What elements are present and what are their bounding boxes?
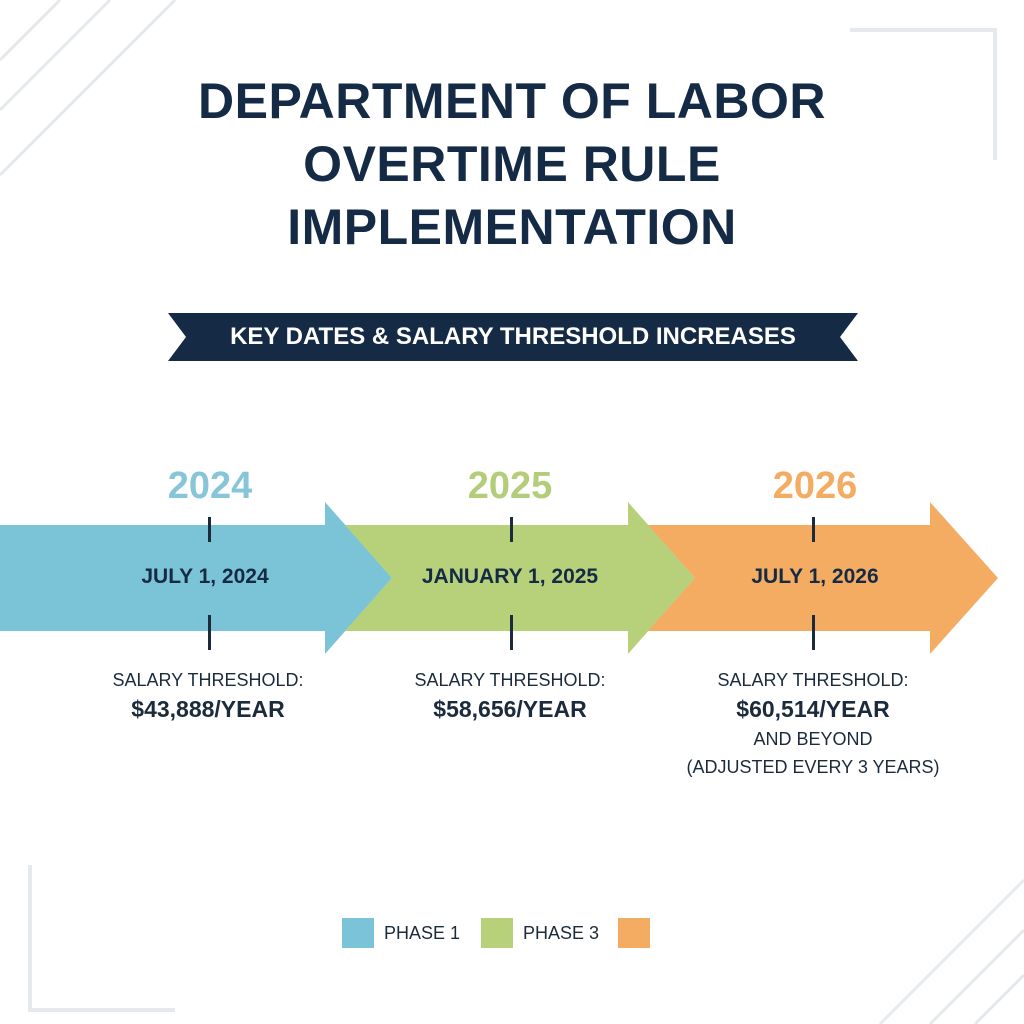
date-label-2024: JULY 1, 2024	[141, 565, 269, 588]
phase-3-arrow	[648, 502, 998, 654]
phase-2-arrow	[345, 502, 695, 654]
title-line-1: DEPARTMENT OF LABOR	[198, 73, 826, 129]
threshold-note-line-2: (ADJUSTED EVERY 3 YEARS)	[686, 757, 940, 777]
legend-swatch-phase-3	[481, 918, 513, 948]
title-line-3: IMPLEMENTATION	[287, 199, 737, 255]
date-label-2025: JANUARY 1, 2025	[421, 565, 599, 588]
timeline-tick-bottom-2024	[208, 615, 211, 650]
title-line-2: OVERTIME RULE	[303, 136, 721, 192]
threshold-amount: $60,514/YEAR	[736, 696, 890, 722]
timeline-tick-bottom-2026	[812, 615, 815, 650]
phase-1-arrow	[0, 502, 392, 654]
banner-ribbon-shape	[168, 313, 858, 361]
timeline-tick-top-2024	[208, 517, 211, 542]
legend-swatch-orange	[618, 918, 650, 948]
threshold-info-2025: SALARY THRESHOLD: $58,656/YEAR	[360, 667, 660, 725]
page-title: DEPARTMENT OF LABOR OVERTIME RULE IMPLEM…	[0, 70, 1024, 259]
banner-text: KEY DATES & SALARY THRESHOLD INCREASES	[230, 323, 796, 350]
timeline-tick-top-2026	[812, 517, 815, 542]
threshold-note-line-1: AND BEYOND	[753, 729, 873, 749]
timeline-tick-bottom-2025	[510, 615, 513, 650]
legend-label-phase-1: PHASE 1	[384, 923, 461, 943]
timeline-tick-top-2025	[510, 517, 513, 542]
threshold-info-2024: SALARY THRESHOLD: $43,888/YEAR	[58, 667, 358, 725]
threshold-amount: $58,656/YEAR	[433, 696, 587, 722]
date-label-2026: JULY 1, 2026	[751, 565, 879, 588]
threshold-info-2026: SALARY THRESHOLD: $60,514/YEAR AND BEYON…	[663, 667, 963, 781]
legend: PHASE 1 PHASE 3	[0, 918, 1024, 950]
threshold-label: SALARY THRESHOLD:	[717, 670, 909, 690]
threshold-label: SALARY THRESHOLD:	[112, 670, 304, 690]
legend-swatch-phase-1	[342, 918, 374, 948]
threshold-amount: $43,888/YEAR	[131, 696, 285, 722]
threshold-label: SALARY THRESHOLD:	[414, 670, 606, 690]
year-label-2025: 2025	[467, 465, 553, 507]
year-label-2024: 2024	[167, 465, 253, 507]
legend-label-phase-3: PHASE 3	[523, 923, 600, 943]
year-label-2026: 2026	[772, 465, 858, 507]
